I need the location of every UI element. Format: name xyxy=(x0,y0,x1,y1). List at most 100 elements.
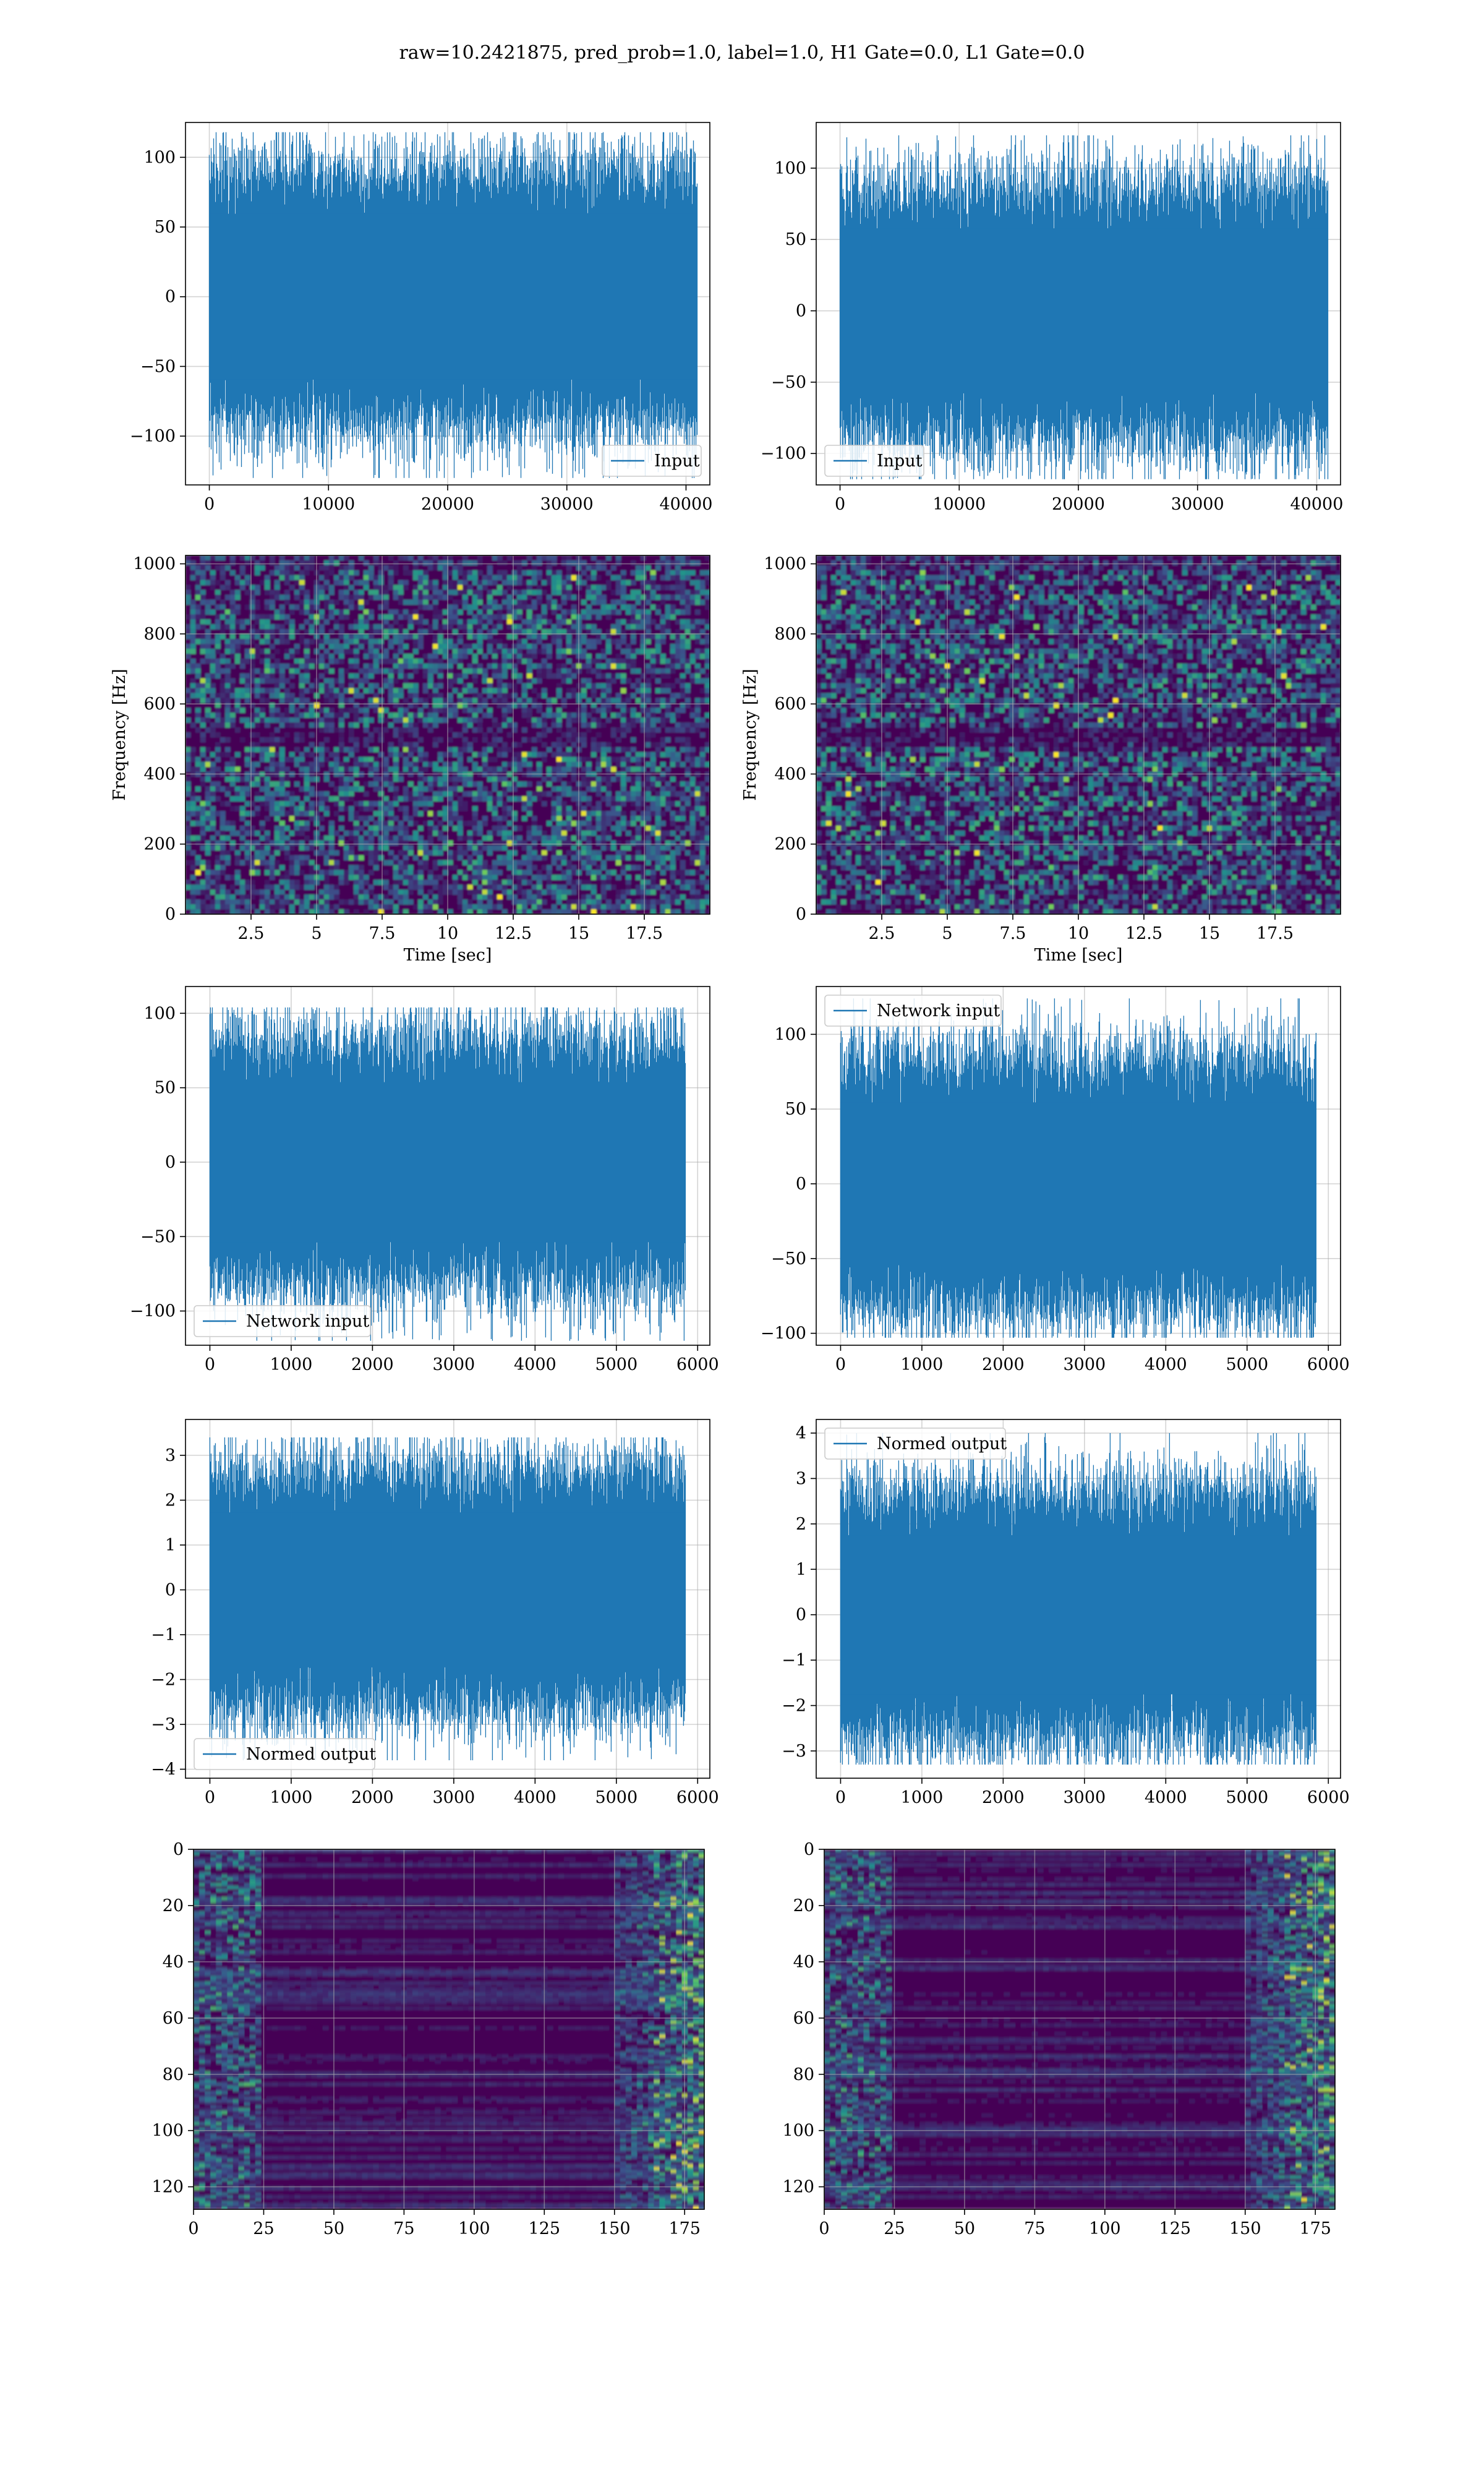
net-right-xtick-label: 4000 xyxy=(1145,1355,1187,1374)
net-left-xtick-label: 0 xyxy=(205,1355,215,1374)
net-right-xtick-label: 3000 xyxy=(1064,1355,1106,1374)
norm-left-xtick-label: 4000 xyxy=(514,1788,556,1807)
norm-left-series-core xyxy=(210,1512,686,1667)
feat-right-ytick-label: 20 xyxy=(793,1896,814,1915)
norm-left-xtick-label: 0 xyxy=(205,1788,215,1807)
norm-left-ytick-label: −3 xyxy=(151,1715,176,1734)
spec-right-ytick-label: 400 xyxy=(774,764,806,784)
net-right-legend: Network input xyxy=(824,995,1002,1027)
feat-left-xtick-label: 25 xyxy=(253,2219,274,2238)
input-left-xtick-label: 40000 xyxy=(660,495,713,514)
spec-left-xtick-label: 15 xyxy=(568,924,589,943)
input-left-ytick-label: −50 xyxy=(140,357,176,376)
spec-right-xtick-label: 10 xyxy=(1068,924,1089,943)
net-left-panel: 0 1000 2000 3000 4000 5000 6000 −100 −50 0 50 100 Ne… xyxy=(130,986,719,1374)
input-left-ytick-label: 0 xyxy=(165,288,176,307)
input-left-ytick-label: 100 xyxy=(143,148,176,167)
net-right-panel: 0 1000 2000 3000 4000 5000 6000 −100 −50 0 50 100 Ne… xyxy=(761,986,1350,1374)
norm-left-legend: Normed output xyxy=(194,1738,376,1770)
net-right-frame xyxy=(816,986,1341,1346)
input-left-ytick-label: −100 xyxy=(130,427,176,446)
norm-right-ytick-label: 2 xyxy=(796,1515,806,1534)
spec-right-xtick-label: 5 xyxy=(942,924,952,943)
feat-right-ytick-label: 40 xyxy=(793,1953,814,1972)
norm-right-xtick-label: 1000 xyxy=(901,1788,944,1807)
norm-right-xtick-label: 6000 xyxy=(1307,1788,1350,1807)
spec-right-ytick-label: 600 xyxy=(774,695,806,714)
feat-left-xtick-label: 150 xyxy=(599,2219,631,2238)
norm-right-xtick-label: 3000 xyxy=(1064,1788,1106,1807)
norm-right-legend: Normed output xyxy=(824,1427,1007,1460)
feat-left-ytick-label: 80 xyxy=(163,2065,184,2084)
feat-left-ytick-label: 60 xyxy=(163,2009,184,2028)
input-right-legend: Input xyxy=(824,445,924,477)
spec-left-panel: 2.5 5 7.5 10 12.5 15 17.5 0 200 400 600 800 1000 Time… xyxy=(110,555,710,965)
input-left-panel: 0 10000 20000 30000 40000 −100 −50 0 50 100 Input xyxy=(130,122,713,514)
feat-right-heatmap xyxy=(824,1849,1336,2210)
net-right-xtick-label: 0 xyxy=(835,1355,846,1374)
net-right-xtick-label: 6000 xyxy=(1307,1355,1350,1374)
net-left-xtick-label: 3000 xyxy=(433,1355,475,1374)
net-left-series-core xyxy=(210,1082,686,1243)
input-right-xtick-label: 40000 xyxy=(1290,495,1344,514)
net-left-ytick-label: −100 xyxy=(130,1302,176,1321)
net-left-xtick-label: 5000 xyxy=(595,1355,638,1374)
net-left-ytick-label: 100 xyxy=(143,1004,176,1023)
input-right-xtick-label: 0 xyxy=(835,495,845,514)
norm-left-ytick-label: 0 xyxy=(165,1581,176,1600)
feat-left-heatmap xyxy=(194,1849,705,2210)
net-left-xtick-label: 2000 xyxy=(351,1355,394,1374)
input-left-legend-label: Input xyxy=(654,452,700,471)
norm-right-series-core xyxy=(840,1535,1316,1695)
norm-left-frame xyxy=(185,1419,710,1779)
spec-left-ytick-label: 0 xyxy=(165,905,176,924)
net-right-ytick-label: 0 xyxy=(796,1175,806,1194)
norm-right-ytick-label: −3 xyxy=(782,1742,806,1761)
spec-left-ytick-label: 200 xyxy=(143,835,176,854)
norm-right-ytick-label: −2 xyxy=(782,1697,806,1716)
input-right-xtick-label: 10000 xyxy=(932,495,986,514)
spec-left-ytick-label: 400 xyxy=(143,764,176,784)
feat-right-ytick-label: 80 xyxy=(793,2065,814,2084)
norm-right-ytick-label: −1 xyxy=(782,1651,806,1670)
net-right-xtick-label: 2000 xyxy=(982,1355,1025,1374)
net-left-frame xyxy=(185,986,710,1346)
norm-right-xtick-label: 5000 xyxy=(1226,1788,1268,1807)
norm-left-ytick-label: 2 xyxy=(165,1491,176,1510)
spec-right-ytick-label: 1000 xyxy=(764,555,806,574)
norm-left-xtick-label: 2000 xyxy=(351,1788,394,1807)
spec-right-ytick-label: 200 xyxy=(774,835,806,854)
input-left-legend: Input xyxy=(602,445,702,477)
norm-left-panel: 0 1000 2000 3000 4000 5000 6000 −4 −3 −2 −1 0 1 2 3 Nor… xyxy=(151,1419,719,1807)
net-right-xtick-label: 5000 xyxy=(1226,1355,1268,1374)
spec-right-ytick-label: 0 xyxy=(796,905,806,924)
feat-right-xtick-label: 0 xyxy=(819,2219,829,2238)
net-right-ytick-label: 50 xyxy=(785,1100,806,1119)
spec-left-xtick-label: 12.5 xyxy=(495,924,532,943)
input-left-xtick-label: 0 xyxy=(204,495,215,514)
spec-left-ytick-label: 800 xyxy=(143,625,176,644)
input-right-ytick-label: 100 xyxy=(774,159,806,178)
spec-left-ytick-label: 1000 xyxy=(133,555,176,574)
net-right-legend-label: Network input xyxy=(877,1001,1000,1021)
feat-left-xtick-label: 125 xyxy=(529,2219,561,2238)
net-left-ytick-label: 0 xyxy=(165,1153,176,1172)
input-left-ytick-label: 50 xyxy=(155,218,176,237)
norm-left-xtick-label: 3000 xyxy=(433,1788,475,1807)
feat-right-xtick-label: 175 xyxy=(1299,2219,1331,2238)
feat-right-xtick-label: 75 xyxy=(1024,2219,1045,2238)
input-right-ytick-label: 50 xyxy=(785,230,806,249)
feat-left-xtick-label: 0 xyxy=(188,2219,198,2238)
feat-left-frame xyxy=(193,1849,705,2210)
spec-right-ytick-label: 800 xyxy=(774,625,806,644)
norm-right-frame xyxy=(816,1419,1341,1779)
spec-left-xtick-label: 17.5 xyxy=(626,924,663,943)
norm-right-xtick-label: 0 xyxy=(835,1788,846,1807)
feat-left-ytick-label: 120 xyxy=(151,2178,184,2197)
feat-right-xtick-label: 25 xyxy=(884,2219,905,2238)
spec-right-xtick-label: 7.5 xyxy=(1000,924,1026,943)
input-right-panel: 0 10000 20000 30000 40000 −100 −50 0 50 100 Input xyxy=(761,122,1344,514)
net-right-series-core xyxy=(840,1102,1316,1265)
spec-right-panel: 2.5 5 7.5 10 12.5 15 17.5 0 200 400 600 800 1000 Time… xyxy=(741,555,1341,965)
